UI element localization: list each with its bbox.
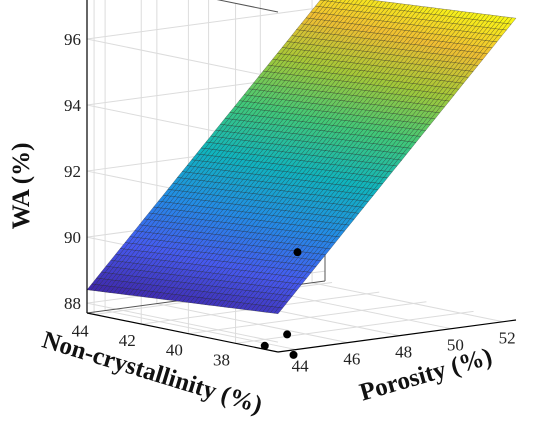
data-point <box>289 350 298 359</box>
y-tick-label: 38 <box>213 350 230 369</box>
floor-gridline <box>235 310 474 344</box>
data-points <box>260 248 302 359</box>
z-tick-label: 94 <box>64 96 82 115</box>
axis-line <box>86 312 279 353</box>
x-tick-label: 50 <box>447 336 464 355</box>
axis-line <box>277 319 517 353</box>
z-tick-label: 96 <box>64 30 81 49</box>
wall-gridline <box>86 38 279 79</box>
z-axis-label: WA (%) <box>8 143 35 230</box>
x-tick-label: 48 <box>395 343 412 362</box>
floor-gridline <box>188 301 427 335</box>
axes-front-edges <box>86 0 517 353</box>
data-point <box>293 248 302 257</box>
z-tick-label: 88 <box>64 294 81 313</box>
y-axis-label: Non-crystallinity (%) <box>39 327 265 420</box>
y-tick-label: 42 <box>119 331 136 350</box>
y-tick-label: 40 <box>166 341 183 360</box>
floor-gridline <box>311 282 504 323</box>
surface-cell <box>338 0 346 4</box>
wall-gridline <box>86 6 326 40</box>
data-point <box>260 341 269 350</box>
fitted-surface <box>86 0 517 314</box>
surface-cell <box>342 0 350 4</box>
surface-cell <box>507 17 517 25</box>
y-tick-label: 44 <box>72 321 90 340</box>
data-point <box>283 330 292 339</box>
z-tick-label: 92 <box>64 162 81 181</box>
box-edge <box>216 0 279 13</box>
x-tick-label: 44 <box>292 357 310 376</box>
z-tick-label: 90 <box>64 228 81 247</box>
tick-labels: 88 90 92 94 96 44 46 48 50 52 38 40 42 44 <box>64 30 516 376</box>
x-tick-label: 46 <box>343 350 360 369</box>
x-axis-label: Porosity (%) <box>357 343 495 407</box>
wall-gridline <box>86 302 279 343</box>
surface-cell <box>346 0 355 5</box>
x-tick-label: 52 <box>499 329 516 348</box>
surface-cell <box>323 0 329 2</box>
surface-cell <box>319 0 325 1</box>
surface-cell <box>335 0 342 3</box>
surface-cell <box>327 0 334 2</box>
